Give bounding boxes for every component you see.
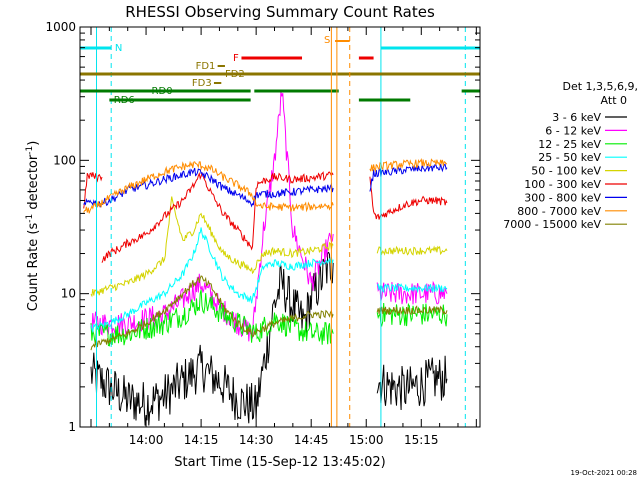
series-line <box>376 355 448 411</box>
flag-label-fd1: FD1 <box>196 61 216 72</box>
series-7000-15000-kev <box>90 275 448 351</box>
x-axis-label: Start Time (15-Sep-12 13:45:02) <box>174 455 385 470</box>
series-line <box>83 160 334 214</box>
legend-entry-label: 100 - 300 keV <box>524 178 601 191</box>
series-line <box>369 163 448 192</box>
x-tick-label: 15:00 <box>349 433 384 447</box>
y-tick-label: 100 <box>53 153 76 167</box>
series-line <box>369 176 448 220</box>
legend-entry-label: 7000 - 15000 keV <box>503 218 601 231</box>
series-6-12-kev <box>90 91 448 342</box>
series-line <box>376 283 448 294</box>
series-line <box>83 172 103 209</box>
flag-label-n: N <box>115 43 122 54</box>
series-25-50-kev <box>90 227 448 334</box>
legend-entry-label: 12 - 25 keV <box>538 138 601 151</box>
series-line <box>369 158 448 173</box>
y-axis-label-sup1: -1 <box>25 214 35 223</box>
legend-entry-label: 50 - 100 keV <box>531 165 601 178</box>
series-line <box>90 91 334 342</box>
chart-title: RHESSI Observing Summary Count Rates <box>125 3 435 21</box>
y-axis-label-end: ) <box>26 141 41 146</box>
y-axis-label-mid: detector <box>26 154 41 214</box>
flag-label-rd0: RD0 <box>152 86 173 97</box>
series-line <box>90 227 334 334</box>
axes-layer: 14:00 14:15 14:30 14:45 15:00 15:15 1 10 100 1000 <box>45 20 481 447</box>
legend-header-1: Det 1,3,5,6,9, <box>562 80 638 93</box>
series-line <box>376 302 448 327</box>
legend-entry-label: 3 - 6 keV <box>552 111 601 124</box>
legend-header-2: Att 0 <box>601 94 627 107</box>
y-tick-label: 10 <box>61 287 76 301</box>
series-3-6-kev <box>90 251 448 426</box>
flags-layer: N F FD1 FD2 FD3 RD0 RD6 S <box>79 27 480 427</box>
y-tick-label: 1 <box>68 420 76 434</box>
legend-entry-label: 25 - 50 keV <box>538 151 601 164</box>
x-tick-label: 14:30 <box>239 433 274 447</box>
flag-label-fd3: FD3 <box>192 78 212 89</box>
series-800-7000-kev <box>83 158 448 214</box>
series-line <box>90 275 334 351</box>
flag-label-s: S <box>324 35 330 46</box>
legend-entry-label: 300 - 800 keV <box>524 191 601 204</box>
y-axis-label-main: Count Rate (s <box>26 223 41 312</box>
series-line <box>101 167 334 208</box>
legend-entry-label: 6 - 12 keV <box>545 124 601 137</box>
series-100-300-kev <box>83 171 448 263</box>
x-tick-label: 14:15 <box>184 433 219 447</box>
y-axis-label-sup2: -1 <box>25 146 35 155</box>
plot-frame <box>79 26 481 428</box>
series-50-100-kev <box>90 196 448 298</box>
generated-timestamp: 19-Oct-2021 00:28 <box>571 469 637 477</box>
y-axis-label: Count Rate (s-1 detector-1) <box>25 141 41 312</box>
series-layer <box>83 91 448 426</box>
x-tick-label: 14:00 <box>129 433 164 447</box>
flag-label-fd2: FD2 <box>225 69 245 80</box>
series-line <box>90 251 334 426</box>
legend-entry-label: 800 - 7000 keV <box>517 205 601 218</box>
series-line <box>90 196 334 298</box>
series-line <box>376 305 448 316</box>
flag-label-rd6: RD6 <box>114 95 135 106</box>
series-line <box>376 245 448 256</box>
x-tick-label: 14:45 <box>294 433 329 447</box>
x-tick-label: 15:15 <box>404 433 439 447</box>
series-line <box>101 171 334 263</box>
y-tick-label: 1000 <box>45 20 76 34</box>
flag-label-f: F <box>233 53 239 64</box>
